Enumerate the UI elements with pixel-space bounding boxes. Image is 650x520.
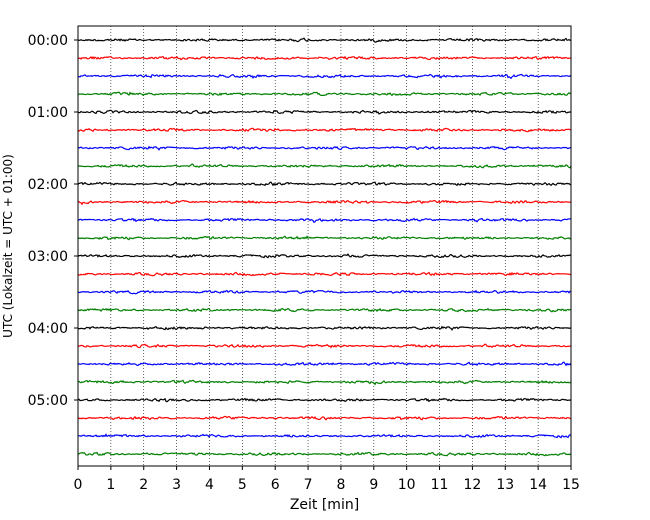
y-axis: 00:00 01:00 02:00 03:00 04:00 05:00 — [28, 33, 78, 409]
y-tick-label: 00:00 — [28, 33, 68, 49]
trace-line — [77, 91, 572, 97]
trace-line — [77, 379, 572, 386]
x-tick-label: 1 — [106, 477, 115, 493]
y-tick-label: 03:00 — [28, 249, 68, 265]
trace-line — [77, 271, 572, 277]
x-tick-label: 3 — [172, 477, 181, 493]
y-tick-label: 01:00 — [28, 105, 68, 121]
x-tick-label: 15 — [562, 477, 580, 493]
x-tick-label: 4 — [205, 477, 214, 493]
x-tick-label: 2 — [139, 477, 148, 493]
x-tick-label: 7 — [304, 477, 313, 493]
vertical-gridlines — [110, 26, 539, 466]
trace-line — [77, 307, 571, 313]
trace-line — [77, 289, 572, 295]
x-tick-label: 14 — [529, 477, 547, 493]
trace-line — [77, 235, 572, 241]
x-tick-label: 6 — [271, 477, 280, 493]
seismic-traces — [77, 37, 572, 457]
x-axis-label: Zeit [min] — [290, 497, 359, 513]
x-tick-label: 8 — [336, 477, 345, 493]
trace-line — [77, 433, 572, 439]
x-tick-label: 0 — [74, 477, 83, 493]
y-axis-label: UTC (Lokalzeit = UTC + 01:00) — [1, 154, 15, 338]
trace-line — [77, 73, 572, 80]
trace-line — [78, 163, 572, 169]
trace-line — [77, 127, 572, 133]
trace-line — [77, 451, 572, 457]
trace-line — [77, 361, 572, 367]
x-tick-label: 9 — [369, 477, 378, 493]
x-tick-label: 5 — [238, 477, 247, 493]
x-axis: 0 1 2 3 4 5 6 7 8 9 10 11 12 13 14 15 — [74, 466, 580, 493]
y-tick-label: 05:00 — [28, 393, 68, 409]
x-tick-label: 10 — [398, 477, 416, 493]
trace-line — [77, 145, 572, 151]
x-tick-label: 11 — [431, 477, 449, 493]
trace-line — [77, 109, 572, 115]
trace-line — [77, 217, 572, 224]
trace-line — [77, 55, 572, 61]
y-tick-label: 02:00 — [28, 177, 68, 193]
trace-line — [77, 253, 572, 259]
trace-line — [77, 415, 572, 421]
trace-line — [77, 37, 572, 43]
x-tick-label: 12 — [463, 477, 481, 493]
trace-line — [77, 325, 572, 331]
trace-line — [77, 199, 572, 206]
x-tick-label: 13 — [496, 477, 514, 493]
trace-line — [77, 397, 572, 403]
plot-frame — [77, 25, 572, 467]
y-tick-label: 04:00 — [28, 321, 68, 337]
trace-line — [77, 181, 572, 187]
trace-line — [77, 343, 572, 349]
